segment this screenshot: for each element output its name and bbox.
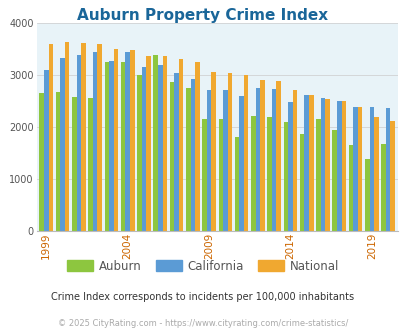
Bar [357, 107, 362, 231]
Bar [373, 117, 378, 231]
Bar [336, 101, 341, 231]
Bar [271, 89, 276, 231]
Bar [299, 134, 304, 231]
Bar [97, 44, 102, 231]
Bar [255, 88, 260, 231]
Bar [137, 75, 141, 231]
Bar [211, 72, 215, 231]
Text: © 2025 CityRating.com - https://www.cityrating.com/crime-statistics/: © 2025 CityRating.com - https://www.city… [58, 319, 347, 328]
Bar [60, 58, 65, 231]
Bar [341, 101, 345, 231]
Bar [218, 119, 222, 231]
Bar [332, 130, 336, 231]
Bar [113, 49, 118, 231]
Bar [239, 96, 243, 231]
Bar [93, 52, 97, 231]
Bar [234, 137, 239, 231]
Bar [385, 108, 390, 231]
Bar [222, 90, 227, 231]
Bar [292, 90, 296, 231]
Bar [77, 55, 81, 231]
Bar [304, 95, 308, 231]
Bar [178, 59, 183, 231]
Bar [352, 107, 357, 231]
Bar [174, 73, 178, 231]
Bar [250, 115, 255, 231]
Bar [158, 65, 162, 231]
Bar [169, 82, 174, 231]
Bar [185, 87, 190, 231]
Bar [194, 62, 199, 231]
Bar [283, 122, 288, 231]
Bar [130, 50, 134, 231]
Bar [206, 90, 211, 231]
Bar [39, 93, 44, 231]
Bar [190, 79, 194, 231]
Bar [308, 95, 313, 231]
Bar [162, 56, 167, 231]
Bar [55, 92, 60, 231]
Bar [369, 107, 373, 231]
Bar [141, 67, 146, 231]
Bar [243, 75, 248, 231]
Text: Auburn Property Crime Index: Auburn Property Crime Index [77, 8, 328, 23]
Bar [81, 43, 85, 231]
Bar [49, 44, 53, 231]
Bar [72, 97, 77, 231]
Bar [320, 98, 324, 231]
Bar [146, 56, 150, 231]
Bar [88, 98, 93, 231]
Bar [153, 55, 158, 231]
Bar [276, 81, 280, 231]
Bar [260, 80, 264, 231]
Bar [109, 61, 113, 231]
Bar [104, 62, 109, 231]
Bar [288, 102, 292, 231]
Bar [202, 119, 206, 231]
Bar [380, 144, 385, 231]
Bar [121, 62, 125, 231]
Text: Crime Index corresponds to incidents per 100,000 inhabitants: Crime Index corresponds to incidents per… [51, 292, 354, 302]
Bar [65, 42, 69, 231]
Bar [364, 159, 369, 231]
Bar [324, 99, 329, 231]
Bar [227, 73, 232, 231]
Bar [315, 119, 320, 231]
Bar [266, 117, 271, 231]
Legend: Auburn, California, National: Auburn, California, National [62, 255, 343, 278]
Bar [348, 145, 352, 231]
Bar [44, 70, 49, 231]
Bar [390, 121, 394, 231]
Bar [125, 52, 130, 231]
